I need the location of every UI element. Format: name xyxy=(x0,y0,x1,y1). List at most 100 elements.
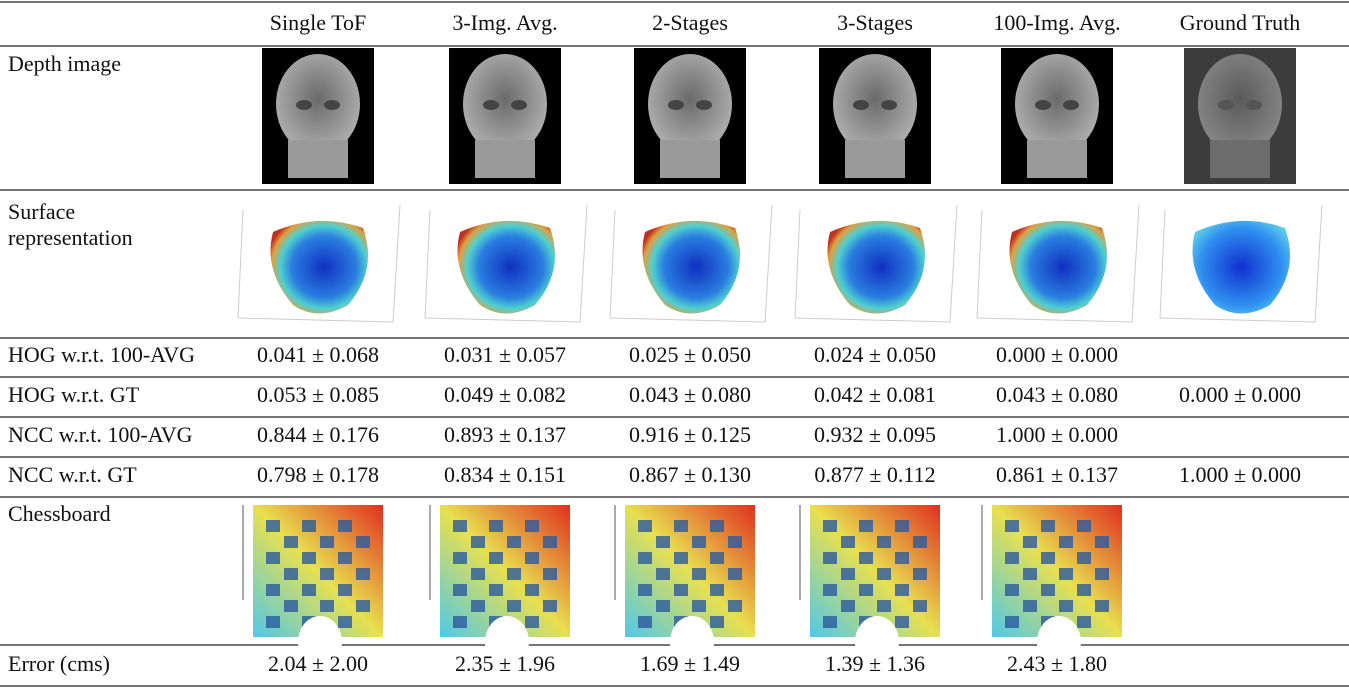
square xyxy=(338,616,352,628)
cell: 0.834 ± 0.151 xyxy=(444,462,566,487)
surface xyxy=(270,220,368,314)
square xyxy=(543,568,557,580)
square xyxy=(1095,536,1109,548)
square xyxy=(1077,552,1091,564)
square xyxy=(543,600,557,612)
square xyxy=(525,584,539,596)
square xyxy=(1005,552,1019,564)
square xyxy=(1077,584,1091,596)
square xyxy=(674,584,688,596)
cell: 0.893 ± 0.137 xyxy=(444,422,566,447)
square xyxy=(859,520,873,532)
eye xyxy=(324,100,340,110)
eye xyxy=(1218,100,1234,110)
cell: 0.916 ± 0.125 xyxy=(629,422,751,447)
square xyxy=(1023,568,1037,580)
square xyxy=(823,552,837,564)
square xyxy=(320,536,334,548)
eye xyxy=(668,100,684,110)
chessboard-image xyxy=(614,505,755,668)
cell: 2.35 ± 1.96 xyxy=(455,651,555,676)
neck xyxy=(845,140,905,178)
cell: 1.39 ± 1.36 xyxy=(825,651,925,676)
square xyxy=(1023,600,1037,612)
square xyxy=(320,568,334,580)
eye xyxy=(511,100,527,110)
square xyxy=(453,616,467,628)
square xyxy=(1095,568,1109,580)
cell: 0.025 ± 0.050 xyxy=(629,342,751,367)
surface xyxy=(642,220,740,314)
square xyxy=(823,584,837,596)
square xyxy=(895,616,909,628)
square xyxy=(1059,536,1073,548)
square xyxy=(710,584,724,596)
square xyxy=(453,552,467,564)
square xyxy=(1041,584,1055,596)
square xyxy=(338,520,352,532)
square xyxy=(266,552,280,564)
square xyxy=(302,584,316,596)
square xyxy=(859,552,873,564)
cell: 1.000 ± 0.000 xyxy=(996,422,1118,447)
square xyxy=(877,568,891,580)
square xyxy=(895,584,909,596)
column-header: 3-Img. Avg. xyxy=(452,10,557,35)
square xyxy=(302,552,316,564)
row-label: Chessboard xyxy=(8,501,111,526)
face xyxy=(833,54,917,154)
chessboard-image xyxy=(242,505,383,668)
cell: 0.000 ± 0.000 xyxy=(1179,382,1301,407)
plot-box xyxy=(976,204,1140,323)
square xyxy=(638,584,652,596)
surface xyxy=(1009,220,1107,314)
square xyxy=(710,520,724,532)
row-label: representation xyxy=(8,225,133,250)
neck xyxy=(1027,140,1087,178)
square xyxy=(1095,600,1109,612)
square xyxy=(710,616,724,628)
surface xyxy=(457,220,555,314)
column-header: 100-Img. Avg. xyxy=(993,10,1120,35)
eye xyxy=(1246,100,1262,110)
cell: 2.43 ± 1.80 xyxy=(1007,651,1107,676)
hole xyxy=(855,616,899,668)
chessboard-image xyxy=(981,505,1122,668)
row-label: Error (cms) xyxy=(8,651,110,676)
square xyxy=(1077,520,1091,532)
cell: 0.867 ± 0.130 xyxy=(629,462,751,487)
square xyxy=(453,584,467,596)
square xyxy=(656,600,670,612)
hole xyxy=(485,616,529,668)
neck xyxy=(1210,140,1270,178)
square xyxy=(320,600,334,612)
square xyxy=(471,568,485,580)
square xyxy=(674,552,688,564)
square xyxy=(266,616,280,628)
square xyxy=(1005,584,1019,596)
row-label: NCC w.r.t. GT xyxy=(8,462,137,487)
square xyxy=(913,568,927,580)
hole xyxy=(670,616,714,668)
square xyxy=(525,616,539,628)
depth-image xyxy=(1001,48,1113,184)
surface-plot xyxy=(609,204,773,323)
face xyxy=(648,54,732,154)
cell: 1.000 ± 0.000 xyxy=(1179,462,1301,487)
cell: 0.024 ± 0.050 xyxy=(814,342,936,367)
square xyxy=(638,520,652,532)
depth-image xyxy=(449,48,561,184)
eye xyxy=(296,100,312,110)
square xyxy=(284,536,298,548)
plot-box xyxy=(1159,204,1323,323)
square xyxy=(525,552,539,564)
cell: 0.049 ± 0.082 xyxy=(444,382,566,407)
square xyxy=(338,584,352,596)
square xyxy=(543,536,557,548)
hole xyxy=(1037,616,1081,668)
column-header: Ground Truth xyxy=(1180,10,1300,35)
cell: 0.041 ± 0.068 xyxy=(257,342,379,367)
square xyxy=(1059,600,1073,612)
neck xyxy=(660,140,720,178)
neck xyxy=(288,140,348,178)
